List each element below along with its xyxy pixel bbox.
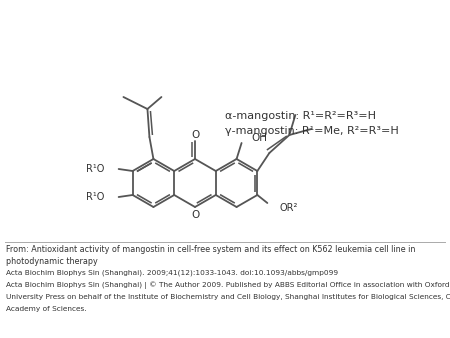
Text: OH: OH	[252, 133, 268, 143]
Text: R¹O: R¹O	[86, 192, 105, 202]
Text: O: O	[191, 130, 199, 140]
Text: OR²: OR²	[279, 203, 298, 213]
Text: University Press on behalf of the Institute of Biochemistry and Cell Biology, Sh: University Press on behalf of the Instit…	[6, 294, 450, 300]
Text: Acta Biochim Biophys Sin (Shanghai) | © The Author 2009. Published by ABBS Edito: Acta Biochim Biophys Sin (Shanghai) | © …	[6, 281, 450, 289]
Text: γ-mangostin: R¹=Me, R²=R³=H: γ-mangostin: R¹=Me, R²=R³=H	[225, 126, 399, 136]
Text: α-mangostin: R¹=R²=R³=H: α-mangostin: R¹=R²=R³=H	[225, 111, 376, 121]
Text: Academy of Sciences.: Academy of Sciences.	[6, 306, 86, 312]
Text: Acta Biochim Biophys Sin (Shanghai). 2009;41(12):1033-1043. doi:10.1093/abbs/gmp: Acta Biochim Biophys Sin (Shanghai). 200…	[6, 270, 338, 276]
Text: R¹O: R¹O	[86, 164, 105, 174]
Text: photodynamic therapy: photodynamic therapy	[6, 257, 98, 266]
Text: O: O	[191, 210, 199, 220]
Text: From: Antioxidant activity of mangostin in cell-free system and its effect on K5: From: Antioxidant activity of mangostin …	[6, 245, 415, 255]
